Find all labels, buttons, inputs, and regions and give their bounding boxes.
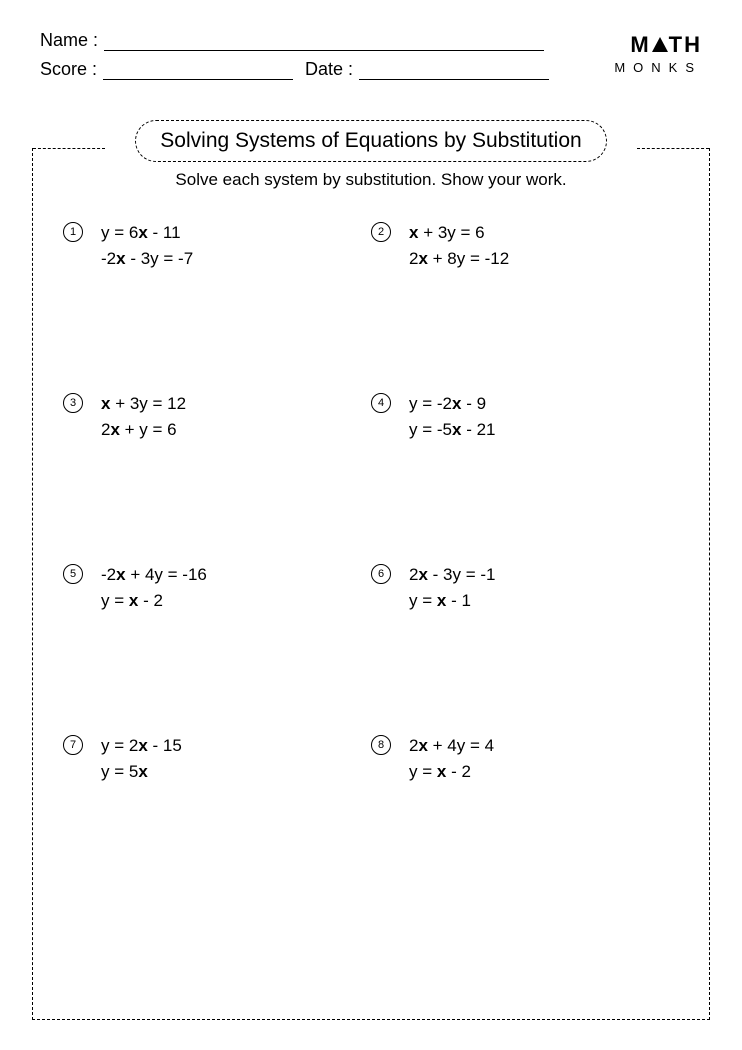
problem-8: 8 2x + 4y = 4 y = x - 2 (371, 733, 679, 784)
problem-number: 1 (63, 222, 83, 242)
problems-grid: 1 y = 6x - 11 -2x - 3y = -7 2 x + 3y = 6… (33, 220, 709, 784)
name-label: Name : (40, 30, 98, 51)
equation: -2x + 4y = -16 (101, 562, 207, 588)
worksheet-frame: Solve each system by substitution. Show … (32, 148, 710, 1020)
equation: 2x + 4y = 4 (409, 733, 494, 759)
problem-5: 5 -2x + 4y = -16 y = x - 2 (63, 562, 371, 613)
problem-row: 5 -2x + 4y = -16 y = x - 2 6 2x - 3y = -… (63, 562, 679, 613)
equations: y = -2x - 9 y = -5x - 21 (409, 391, 496, 442)
problem-number: 3 (63, 393, 83, 413)
problem-3: 3 x + 3y = 12 2x + y = 6 (63, 391, 371, 442)
instruction-text: Solve each system by substitution. Show … (33, 170, 709, 190)
equation: 2x + 8y = -12 (409, 246, 509, 272)
problem-number: 4 (371, 393, 391, 413)
equations: x + 3y = 12 2x + y = 6 (101, 391, 186, 442)
worksheet-title: Solving Systems of Equations by Substitu… (135, 120, 606, 162)
equations: x + 3y = 6 2x + 8y = -12 (409, 220, 509, 271)
logo: M TH MONKS (614, 32, 702, 75)
equations: 2x - 3y = -1 y = x - 1 (409, 562, 496, 613)
triangle-icon (652, 37, 668, 52)
problem-row: 1 y = 6x - 11 -2x - 3y = -7 2 x + 3y = 6… (63, 220, 679, 271)
problem-4: 4 y = -2x - 9 y = -5x - 21 (371, 391, 679, 442)
equation: y = 2x - 15 (101, 733, 182, 759)
equation: y = 5x (101, 759, 182, 785)
equations: y = 6x - 11 -2x - 3y = -7 (101, 220, 193, 271)
equation: y = -5x - 21 (409, 417, 496, 443)
problem-row: 3 x + 3y = 12 2x + y = 6 4 y = -2x - 9 y… (63, 391, 679, 442)
equation: 2x + y = 6 (101, 417, 186, 443)
name-field[interactable] (104, 33, 544, 51)
problem-number: 7 (63, 735, 83, 755)
problem-number: 2 (371, 222, 391, 242)
equation: y = x - 2 (409, 759, 494, 785)
equation: y = 6x - 11 (101, 220, 193, 246)
problem-2: 2 x + 3y = 6 2x + 8y = -12 (371, 220, 679, 271)
problem-number: 8 (371, 735, 391, 755)
equation: y = -2x - 9 (409, 391, 496, 417)
date-field[interactable] (359, 62, 549, 80)
equation: -2x - 3y = -7 (101, 246, 193, 272)
name-row: Name : (40, 30, 702, 51)
equations: y = 2x - 15 y = 5x (101, 733, 182, 784)
equation: x + 3y = 12 (101, 391, 186, 417)
problem-number: 6 (371, 564, 391, 584)
problem-1: 1 y = 6x - 11 -2x - 3y = -7 (63, 220, 371, 271)
equation: x + 3y = 6 (409, 220, 509, 246)
equation: y = x - 2 (101, 588, 207, 614)
date-label: Date : (305, 59, 353, 80)
equation: 2x - 3y = -1 (409, 562, 496, 588)
score-label: Score : (40, 59, 97, 80)
equation: y = x - 1 (409, 588, 496, 614)
score-date-row: Score : Date : (40, 59, 702, 80)
problem-row: 7 y = 2x - 15 y = 5x 8 2x + 4y = 4 y = x… (63, 733, 679, 784)
score-field[interactable] (103, 62, 293, 80)
logo-top: M TH (614, 32, 702, 58)
equations: -2x + 4y = -16 y = x - 2 (101, 562, 207, 613)
logo-letter: M (630, 32, 650, 57)
logo-bottom: MONKS (614, 60, 702, 75)
problem-number: 5 (63, 564, 83, 584)
problem-7: 7 y = 2x - 15 y = 5x (63, 733, 371, 784)
logo-letter: TH (669, 32, 702, 57)
problem-6: 6 2x - 3y = -1 y = x - 1 (371, 562, 679, 613)
equations: 2x + 4y = 4 y = x - 2 (409, 733, 494, 784)
